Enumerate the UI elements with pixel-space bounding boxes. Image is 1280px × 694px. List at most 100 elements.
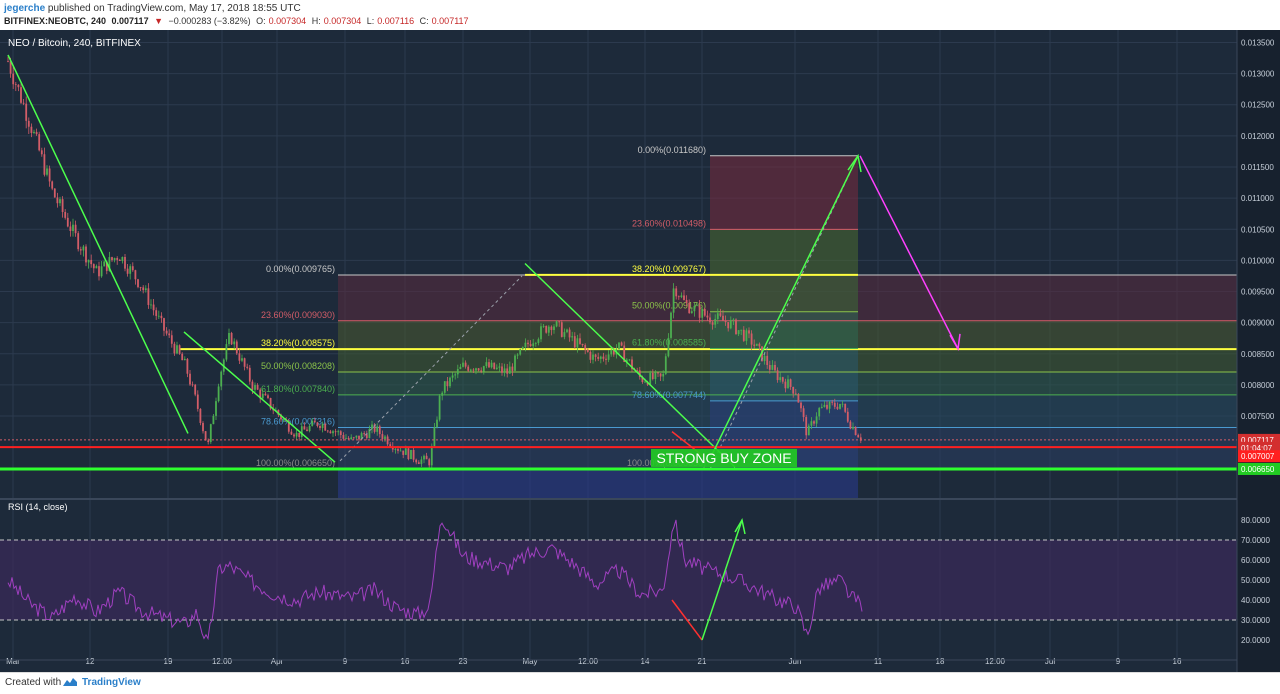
candle-body: [347, 437, 350, 440]
candle-body: [334, 431, 337, 433]
candle-body: [173, 343, 176, 354]
candle-body: [25, 103, 28, 121]
candle-body: [740, 329, 743, 331]
candle-body: [594, 354, 597, 357]
candle-body: [592, 354, 594, 360]
price-tick-label: 0.007500: [1241, 412, 1275, 421]
candle-body: [410, 449, 412, 460]
price-tick-label: 0.013000: [1241, 70, 1275, 79]
chart-header: jegerche published on TradingView.com, M…: [0, 0, 1280, 30]
time-tick-label: 9: [1116, 657, 1121, 666]
candle-body: [807, 425, 810, 436]
candle-body: [696, 305, 698, 307]
candle-body: [61, 199, 64, 212]
candle-body: [324, 424, 327, 431]
candle-body: [490, 362, 493, 368]
tradingview-brand[interactable]: TradingView: [82, 677, 141, 688]
time-tick-label: 12: [86, 657, 95, 666]
price-tag: [1238, 462, 1280, 475]
candle-body: [33, 131, 35, 133]
price-tick-label: 0.013500: [1241, 38, 1275, 47]
candle-body: [238, 353, 241, 361]
candle-body: [566, 329, 568, 333]
last-price: 0.007117: [111, 16, 149, 26]
candle-body: [399, 450, 402, 452]
candle-body: [524, 342, 527, 348]
drawings: STRONG BUY ZONE: [0, 54, 1237, 471]
time-tick-label: 12:00: [985, 657, 1006, 666]
candle-body: [22, 102, 25, 104]
candle-body: [170, 335, 173, 344]
price-chart-svg[interactable]: 0.00%(0.009765) 23.60%(0.009030) 38.20%(0.…: [0, 30, 1280, 672]
candle-body: [859, 437, 862, 441]
fib-level-label-right: 38.20%(0.009767): [632, 264, 706, 274]
candle-body: [30, 126, 33, 133]
candle-body: [150, 304, 152, 306]
candle-body: [397, 449, 399, 451]
candle-body: [706, 315, 709, 318]
time-tick-label: 16: [1173, 657, 1182, 666]
candle-body: [90, 259, 93, 265]
candle-body: [436, 419, 438, 428]
candle-body: [680, 295, 683, 298]
candle-body: [116, 258, 119, 260]
candle-body: [46, 168, 48, 175]
candle-body: [217, 386, 220, 402]
fib-level-label-left: 61.80%(0.007840): [261, 384, 335, 394]
candle-body: [183, 358, 186, 361]
candle-body: [514, 355, 516, 371]
candle-body: [698, 305, 701, 318]
candle-body: [846, 411, 849, 422]
price-tag-label: 0.007007: [1241, 452, 1275, 461]
candle-body: [605, 358, 607, 360]
candle-body: [818, 408, 821, 417]
candle-body: [711, 322, 714, 325]
candle-body: [100, 266, 103, 277]
fib-zone-right: [710, 229, 858, 275]
candle-body: [540, 326, 542, 340]
price-tag: [1238, 450, 1280, 463]
candle-body: [20, 87, 22, 103]
candle-body: [714, 318, 717, 325]
candle-body: [280, 414, 282, 420]
candle-body: [636, 370, 639, 372]
candle-body: [293, 434, 295, 437]
candle-body: [508, 366, 511, 374]
rsi-down-arrow: [671, 599, 703, 641]
candle-body: [186, 358, 189, 374]
fib-level-label-left: 78.60%(0.007316): [261, 417, 335, 427]
chart-area[interactable]: 0.00%(0.009765) 23.60%(0.009030) 38.20%(0.…: [0, 30, 1280, 672]
candle-body: [529, 344, 532, 347]
candle-body: [446, 381, 449, 387]
fib-level-label-left: 0.00%(0.009765): [266, 264, 335, 274]
candle-body: [137, 279, 139, 288]
candle-body: [147, 288, 150, 305]
candle-body: [220, 371, 223, 387]
candle-body: [501, 366, 503, 373]
candle-body: [690, 311, 693, 314]
candle-body: [852, 426, 854, 429]
candle-body: [103, 261, 106, 267]
candle-body: [17, 84, 20, 88]
candle-body: [144, 288, 147, 291]
candle-body: [121, 256, 124, 261]
author-link[interactable]: jegerche: [4, 3, 46, 14]
close-label: C:: [419, 16, 429, 26]
candle-body: [750, 333, 753, 345]
candle-body: [209, 424, 212, 443]
candle-body: [225, 344, 228, 360]
fib-level-label-left: 50.00%(0.008208): [261, 361, 335, 371]
candle-body: [326, 430, 329, 432]
candle-body: [810, 421, 813, 426]
candle-body: [475, 368, 477, 371]
candle-body: [319, 425, 321, 429]
candle-body: [745, 330, 748, 341]
candle-body: [735, 319, 737, 335]
candle-body: [797, 394, 800, 403]
fib-anchor-left: [339, 275, 523, 462]
candle-body: [72, 224, 74, 231]
axes: 0.013500 0.013000 0.012500 0.012000 0.011500…: [0, 30, 1280, 672]
candle-body: [386, 436, 389, 445]
candle-body: [212, 415, 215, 425]
candle-body: [332, 431, 334, 434]
